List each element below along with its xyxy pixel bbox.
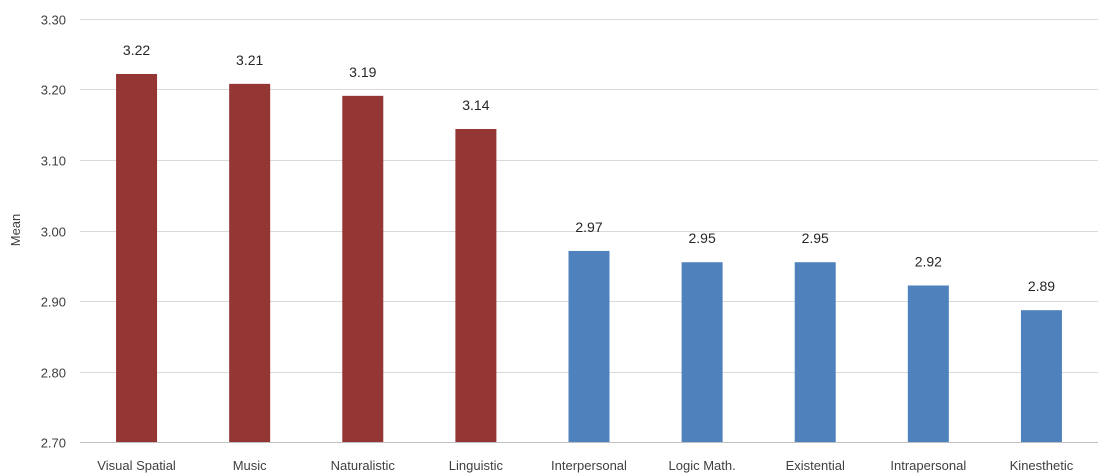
bar-naturalistic — [342, 96, 383, 442]
data-label: 3.21 — [236, 52, 263, 68]
x-tick-label: Logic Math. — [669, 458, 736, 473]
bar-logic-math — [682, 262, 723, 442]
data-label: 3.14 — [462, 97, 489, 113]
x-tick-label: Existential — [786, 458, 845, 473]
y-tick-label: 2.90 — [41, 295, 66, 310]
bar-kinesthetic — [1021, 310, 1062, 442]
x-tick-label: Visual Spatial — [97, 458, 176, 473]
bar-interpersonal — [569, 251, 610, 442]
y-tick-label: 3.10 — [41, 154, 66, 169]
x-tick-label: Music — [233, 458, 267, 473]
y-tick-label: 2.70 — [41, 436, 66, 451]
bar-existential — [795, 262, 836, 442]
bar-visual-spatial — [116, 74, 157, 442]
y-tick-label: 2.80 — [41, 366, 66, 381]
x-tick-label: Kinesthetic — [1010, 458, 1074, 473]
data-label: 2.95 — [688, 230, 715, 246]
y-tick-label: 3.30 — [41, 13, 66, 28]
x-tick-label: Naturalistic — [331, 458, 396, 473]
data-label: 2.95 — [802, 230, 829, 246]
x-axis-ticks: Visual Spatial Music Naturalistic Linguisti… — [97, 458, 1073, 473]
bar-music — [229, 84, 270, 442]
y-axis-title: Mean — [8, 214, 23, 247]
x-tick-label: Linguistic — [449, 458, 504, 473]
data-label: 3.19 — [349, 64, 376, 80]
bar-linguistic — [455, 129, 496, 442]
x-tick-label: Intrapersonal — [890, 458, 966, 473]
x-tick-label: Interpersonal — [551, 458, 627, 473]
data-label: 3.22 — [123, 42, 150, 58]
data-label: 2.89 — [1028, 278, 1055, 294]
y-axis-ticks: 2.70 2.80 2.90 3.00 3.10 3.20 3.30 — [41, 13, 66, 451]
data-label: 2.92 — [915, 253, 942, 269]
data-label: 2.97 — [575, 219, 602, 235]
bar-intrapersonal — [908, 285, 949, 442]
y-tick-label: 3.20 — [41, 83, 66, 98]
y-tick-label: 3.00 — [41, 225, 66, 240]
